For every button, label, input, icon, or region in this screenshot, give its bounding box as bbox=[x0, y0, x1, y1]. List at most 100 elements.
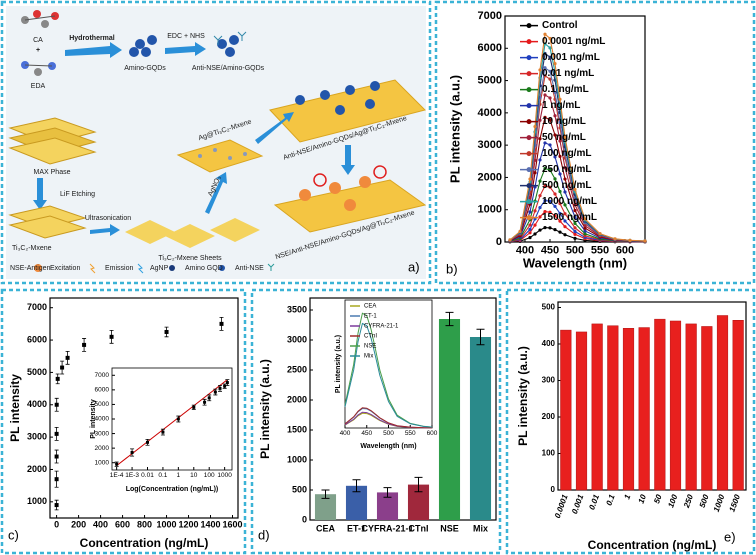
series-marker bbox=[558, 139, 562, 143]
x-tick-label: 100 bbox=[666, 493, 679, 509]
series-line bbox=[509, 142, 646, 243]
bar bbox=[560, 329, 572, 491]
label-max-phase: MAX Phase bbox=[34, 169, 71, 176]
x-tick-label: 0.1 bbox=[604, 493, 616, 507]
series-marker bbox=[543, 115, 547, 119]
bar bbox=[314, 494, 337, 520]
series-marker bbox=[538, 179, 542, 183]
bar bbox=[376, 492, 399, 520]
nse-complex-icons bbox=[299, 165, 387, 211]
chart: 1000 2000 3000 4000 5000 6000 7000 0 200 400 600 80… bbox=[8, 297, 243, 550]
series-marker bbox=[543, 32, 547, 36]
series-marker bbox=[548, 36, 552, 41]
series-line bbox=[509, 167, 646, 243]
legend-marker bbox=[526, 55, 532, 61]
fit-line bbox=[116, 379, 228, 467]
y-tick-label: 0 bbox=[551, 485, 556, 494]
y-axis-label: PL intensity (a.u.) bbox=[447, 75, 462, 183]
y-axis-label: PL intensity (a.u.) bbox=[516, 346, 530, 446]
series-marker bbox=[573, 215, 577, 219]
bar bbox=[407, 484, 430, 520]
legend-label: 0.001 ng/mL bbox=[542, 52, 600, 63]
series-marker bbox=[518, 229, 522, 234]
x-tick-label: 10 bbox=[637, 493, 649, 505]
bar bbox=[575, 331, 588, 491]
series-marker bbox=[543, 226, 547, 230]
x-tick-label: 1E-3 bbox=[125, 472, 139, 479]
x-tick-label: 1000 bbox=[217, 472, 232, 479]
legend-label: Excitation bbox=[50, 265, 80, 272]
legend-label: CTnI bbox=[364, 334, 377, 340]
series-marker bbox=[548, 185, 552, 189]
y-tick-label: 1500 bbox=[287, 424, 307, 434]
x-tick-label: 1 bbox=[622, 493, 632, 501]
x-tick-label: 500 bbox=[566, 245, 584, 257]
schematic-legend: NSE-Antigen Excitation Emission AgNP Ami… bbox=[10, 263, 275, 274]
data-point bbox=[203, 400, 207, 404]
series-marker bbox=[573, 232, 577, 236]
series-marker bbox=[558, 219, 562, 223]
series-marker bbox=[548, 199, 552, 203]
series-marker bbox=[598, 232, 602, 236]
series-line bbox=[344, 407, 433, 429]
series-marker bbox=[528, 236, 532, 240]
error-bar bbox=[383, 487, 392, 498]
data-point bbox=[54, 454, 59, 459]
legend-label: CYFRA-21-1 bbox=[364, 324, 399, 330]
legend-label: 250 ng/mL bbox=[542, 164, 591, 175]
label-ti3c2: Ti₃C₂-Mxene bbox=[12, 245, 52, 252]
label-anti-nse-gqds: Anti-NSE/Amino-GQDs bbox=[192, 65, 265, 72]
y-tick-label: 4000 bbox=[95, 416, 110, 423]
x-tick-label: 0.1 bbox=[158, 472, 167, 479]
y-tick-label: 3000 bbox=[478, 139, 502, 151]
legend-marker bbox=[526, 183, 532, 189]
panel-label: b) bbox=[446, 261, 458, 276]
x-tick-label: 100 bbox=[204, 472, 215, 479]
x-tick-label: 1200 bbox=[179, 520, 199, 530]
error-bar bbox=[476, 328, 485, 346]
bar bbox=[591, 323, 603, 491]
series-marker bbox=[583, 217, 587, 221]
series-marker bbox=[558, 154, 562, 158]
series-marker bbox=[533, 232, 537, 236]
gqd-dots bbox=[295, 81, 380, 115]
bar bbox=[469, 337, 492, 520]
series-marker bbox=[558, 97, 562, 101]
x-tick-label: 600 bbox=[427, 430, 438, 437]
label-eda: EDA bbox=[31, 83, 46, 90]
error-bar bbox=[414, 476, 423, 493]
arrow bbox=[341, 145, 355, 175]
series-marker bbox=[583, 229, 587, 233]
series-marker bbox=[548, 143, 552, 147]
series-marker bbox=[553, 90, 557, 95]
mxene-sheets bbox=[125, 218, 260, 248]
x-tick-label: 400 bbox=[516, 245, 534, 257]
x-tick-label: 1 bbox=[177, 472, 181, 479]
bar bbox=[716, 315, 729, 491]
series-marker bbox=[538, 137, 542, 141]
error-bar bbox=[352, 479, 361, 493]
series-marker bbox=[553, 177, 557, 181]
series-marker bbox=[508, 238, 512, 242]
x-tick-label: 50 bbox=[652, 493, 664, 505]
series-marker bbox=[543, 198, 547, 203]
legend-marker bbox=[526, 167, 532, 173]
panel-frame bbox=[250, 288, 502, 555]
legend-label: 0.0001 ng/mL bbox=[542, 36, 605, 47]
legend-marker bbox=[526, 39, 532, 45]
panel-frame bbox=[0, 288, 247, 555]
series-marker bbox=[613, 237, 617, 241]
legend-label: Emission bbox=[105, 265, 134, 272]
label-ca: CA bbox=[33, 37, 43, 44]
x-tick-label: 550 bbox=[405, 430, 416, 437]
y-tick-label: 3500 bbox=[287, 304, 307, 314]
x-tick-label: 1000 bbox=[157, 520, 177, 530]
series-marker bbox=[533, 124, 537, 129]
panel-frame bbox=[434, 0, 756, 285]
y-tick-label: 2000 bbox=[27, 464, 47, 474]
series-marker bbox=[553, 155, 557, 159]
inset-background bbox=[345, 300, 432, 428]
legend-label: 1500 ng/mL bbox=[542, 212, 597, 223]
data-point bbox=[161, 430, 165, 434]
x-tick-label: CEA bbox=[316, 523, 336, 533]
